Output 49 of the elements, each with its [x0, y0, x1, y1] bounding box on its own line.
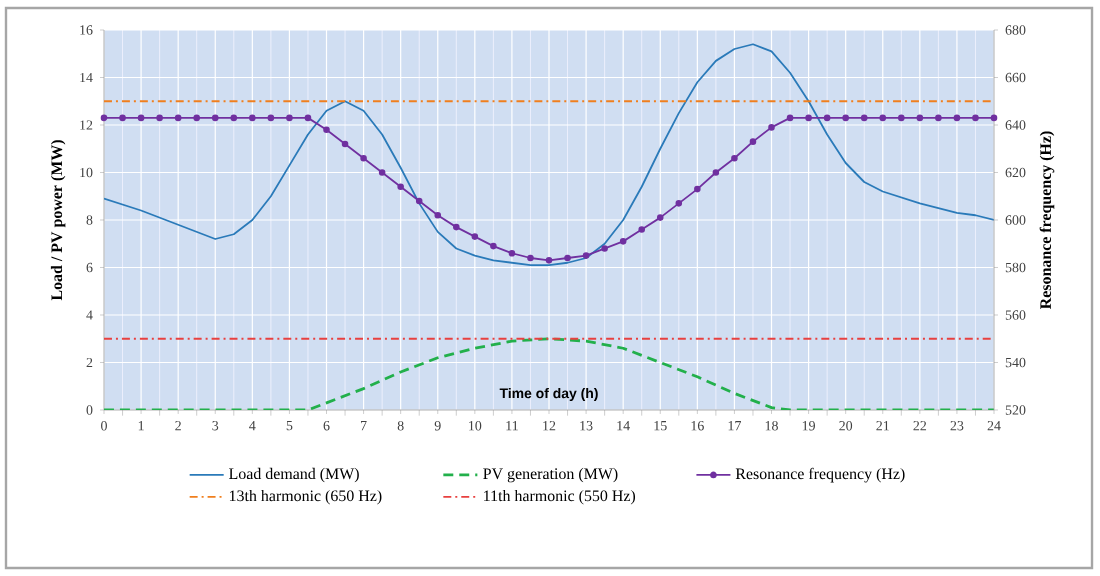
point — [972, 114, 979, 122]
point — [953, 114, 961, 122]
point — [731, 154, 738, 162]
point — [137, 114, 145, 122]
point — [675, 200, 683, 207]
point — [286, 114, 293, 122]
point — [805, 114, 812, 122]
point — [490, 242, 497, 250]
point — [304, 114, 312, 122]
point — [341, 140, 349, 148]
point — [230, 114, 238, 122]
point — [990, 114, 998, 122]
point — [119, 114, 126, 122]
point — [193, 114, 200, 122]
point — [638, 226, 646, 233]
point — [916, 114, 924, 122]
point — [564, 254, 571, 262]
point — [267, 114, 275, 122]
point — [249, 114, 256, 122]
point — [694, 185, 701, 193]
point — [749, 138, 757, 145]
point — [545, 257, 553, 264]
point — [842, 114, 849, 122]
point — [323, 126, 330, 134]
point — [527, 254, 534, 262]
point — [211, 114, 219, 122]
point — [378, 169, 386, 176]
point — [786, 114, 794, 122]
point — [601, 245, 608, 252]
point — [619, 238, 627, 245]
point — [100, 114, 108, 122]
point — [656, 214, 664, 221]
point — [935, 114, 942, 122]
point — [471, 233, 479, 240]
point — [508, 249, 516, 257]
point — [156, 114, 163, 122]
point — [174, 114, 182, 122]
point — [898, 114, 905, 122]
point — [879, 114, 887, 122]
point — [415, 197, 423, 205]
point — [582, 252, 590, 259]
point — [860, 114, 868, 122]
point — [397, 183, 404, 191]
point — [768, 124, 775, 131]
point — [712, 169, 720, 176]
point — [823, 114, 831, 122]
point — [434, 211, 442, 219]
point — [453, 223, 460, 231]
point — [360, 154, 367, 162]
